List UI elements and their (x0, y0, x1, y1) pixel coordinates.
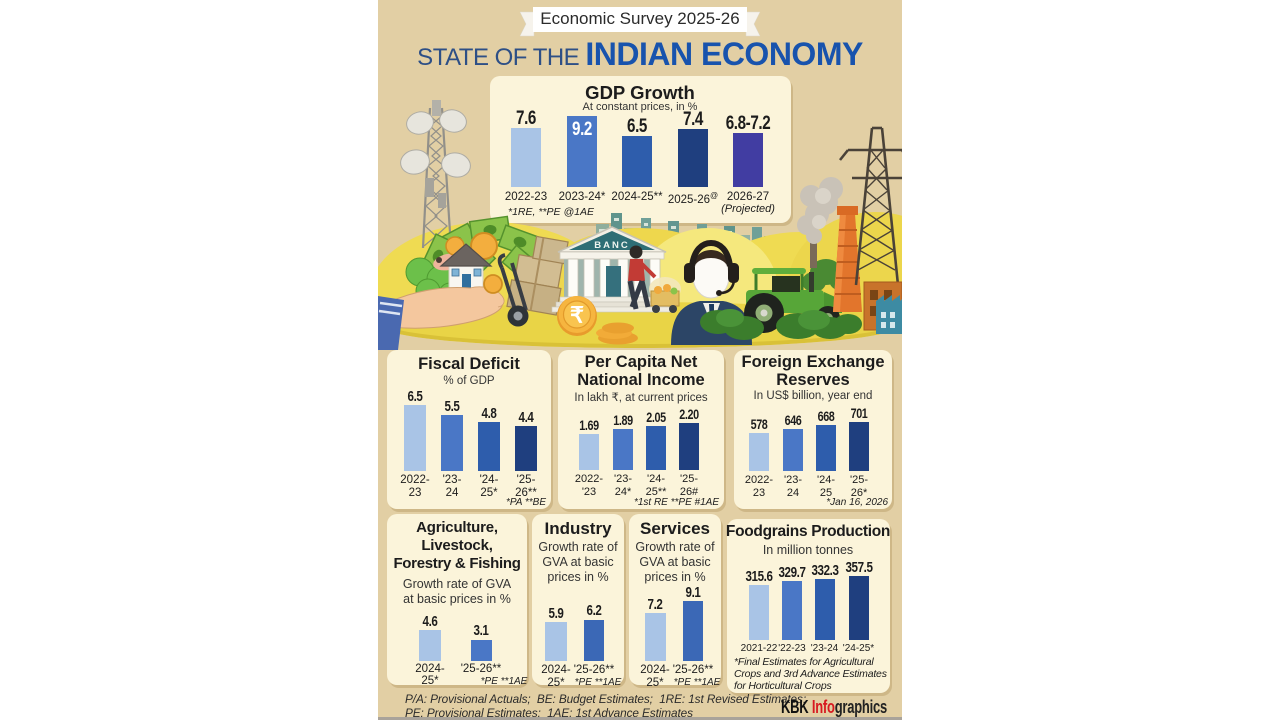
svg-text:BANC: BANC (594, 240, 629, 251)
svg-text:₹: ₹ (570, 303, 584, 328)
